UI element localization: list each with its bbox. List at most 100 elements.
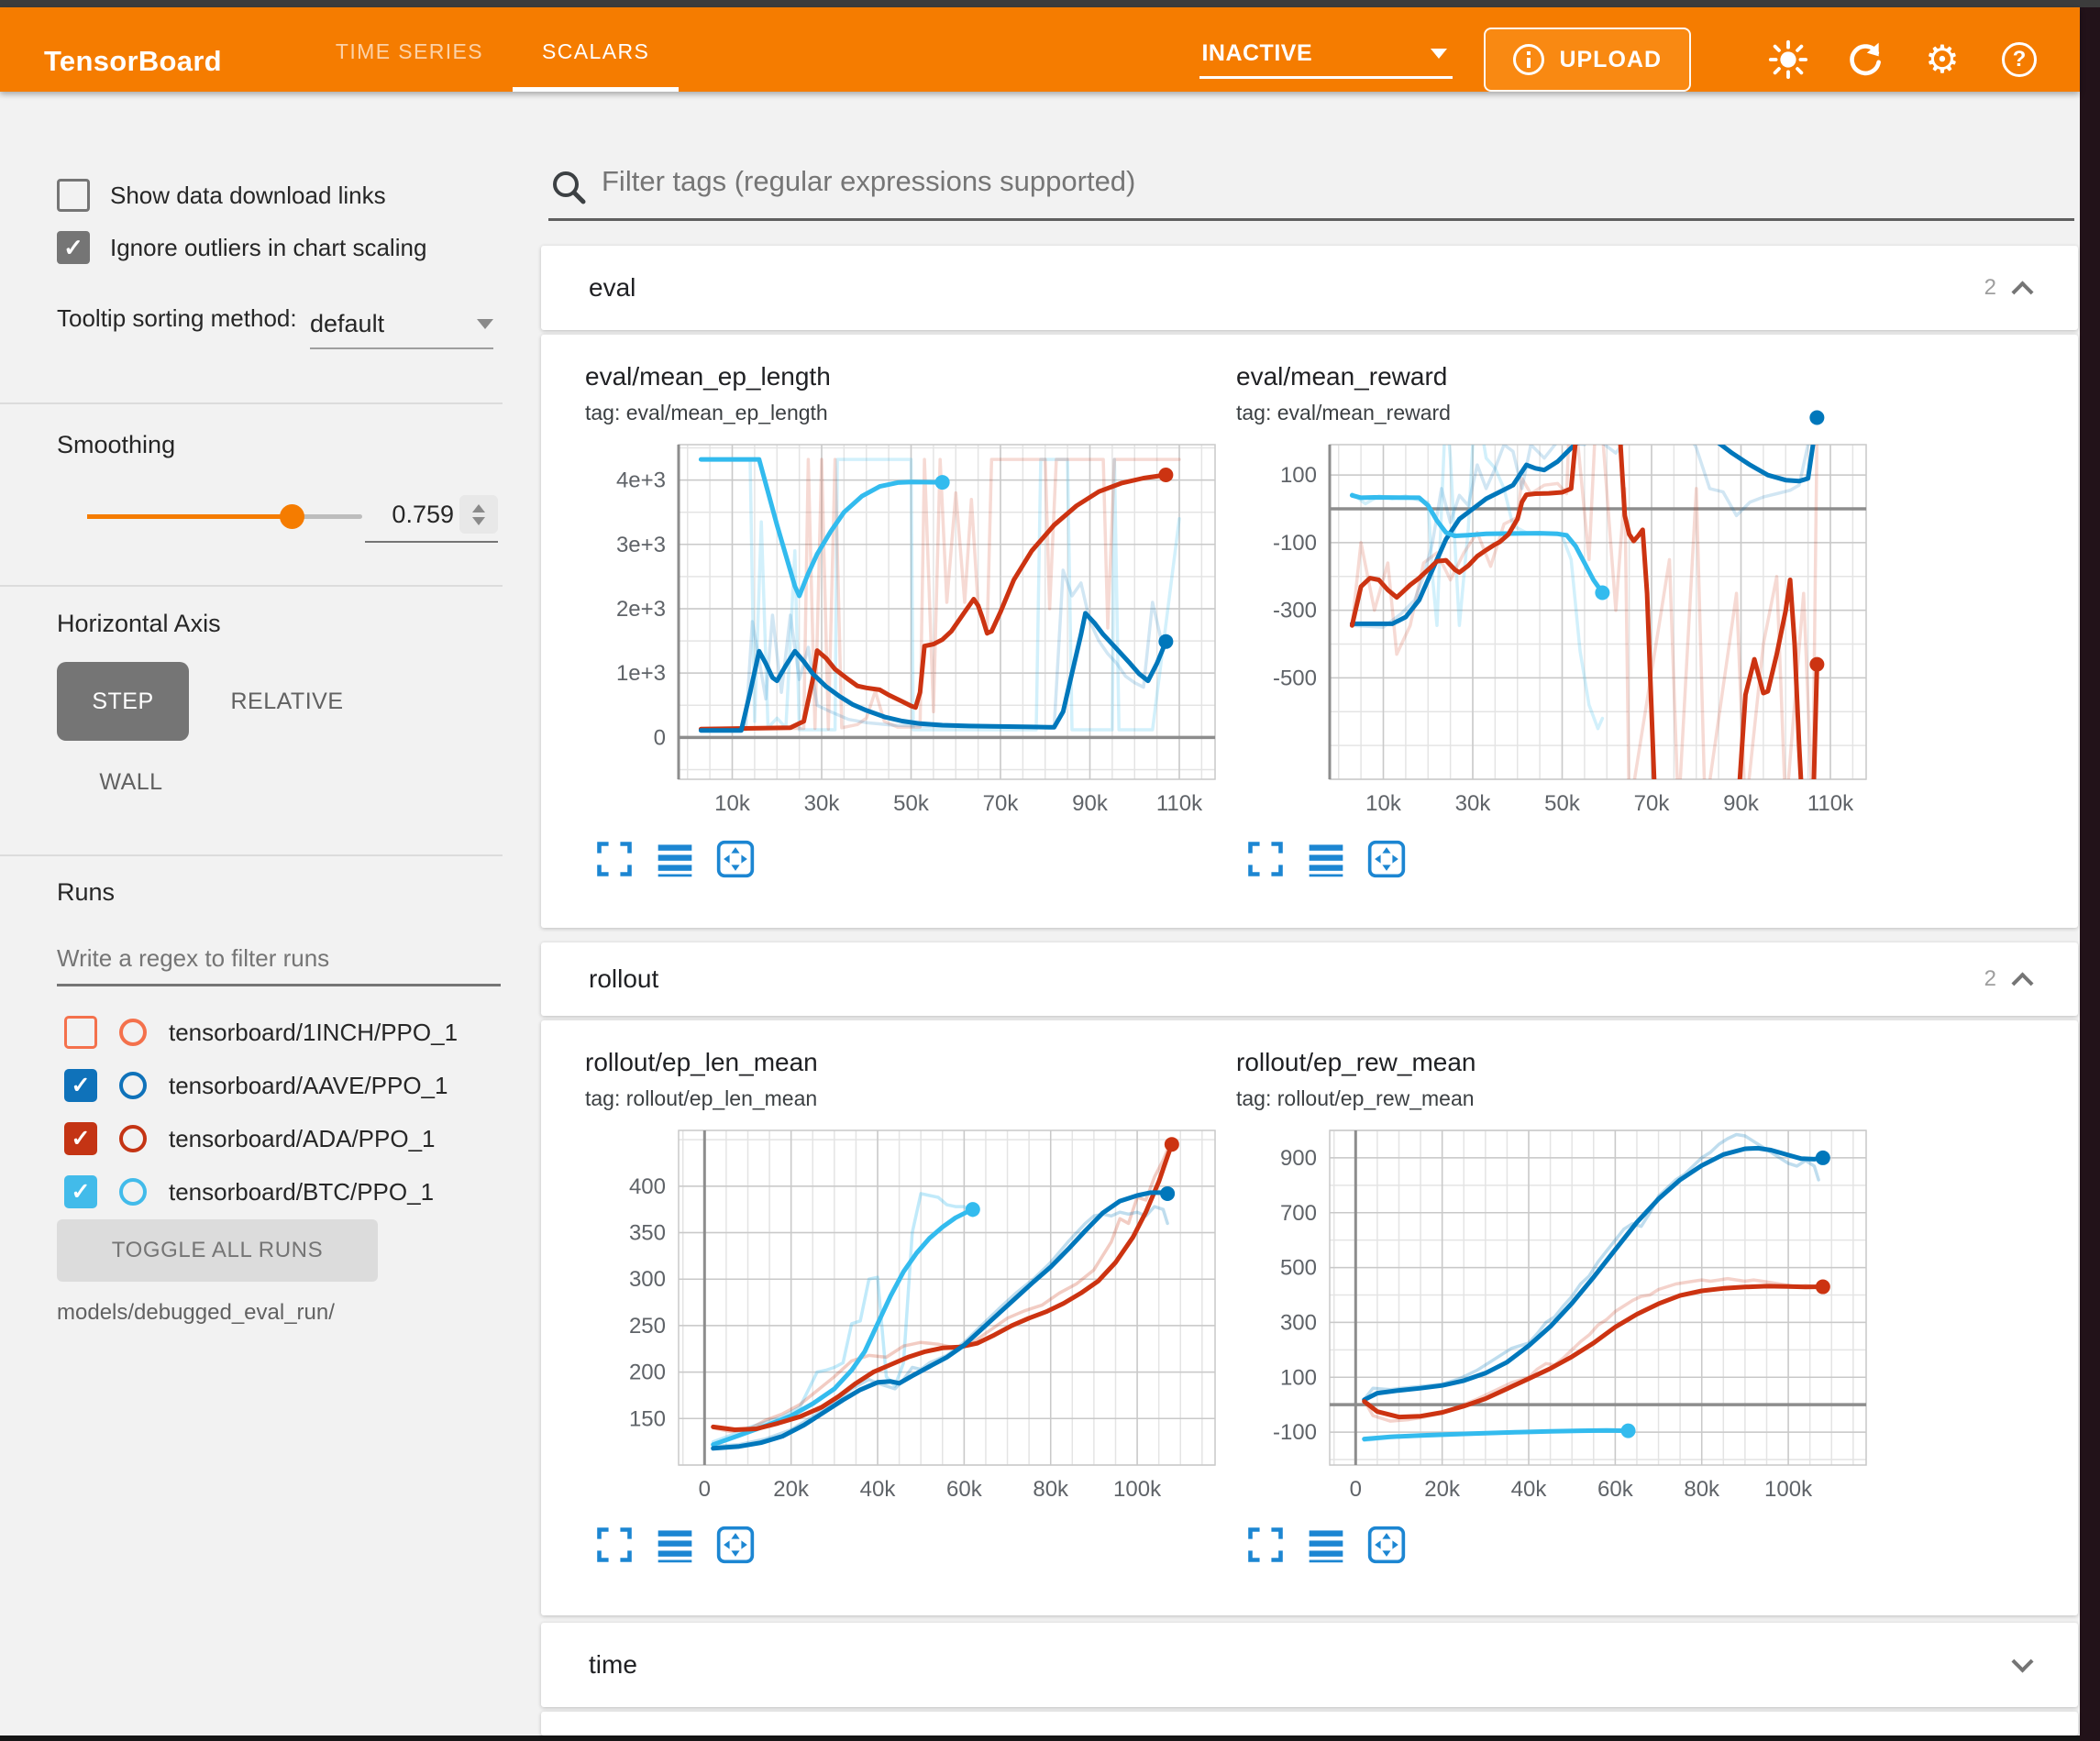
chart-toolbar	[594, 1525, 756, 1565]
ignore-outliers-label: Ignore outliers in chart scaling	[110, 233, 427, 261]
run-checkbox[interactable]: ✓	[64, 1175, 97, 1208]
svg-text:70k: 70k	[1634, 791, 1671, 816]
show-download-links-label: Show data download links	[110, 181, 386, 209]
run-radio[interactable]	[119, 1019, 147, 1046]
svg-text:20k: 20k	[773, 1477, 810, 1502]
refresh-icon[interactable]	[1843, 38, 1887, 82]
axis-relative-button[interactable]: RELATIVE	[230, 688, 344, 714]
run-row-btc[interactable]: ✓ tensorboard/BTC/PPO_1	[64, 1175, 434, 1208]
data-table-icon[interactable]	[1306, 1525, 1346, 1565]
divider	[0, 585, 503, 587]
help-icon[interactable]: ?	[1997, 38, 2041, 82]
svg-text:90k: 90k	[1723, 791, 1760, 816]
smoothing-slider-row: 0.759	[87, 495, 500, 543]
run-radio[interactable]	[119, 1125, 147, 1152]
svg-text:-100: -100	[1273, 531, 1317, 556]
svg-text:60k: 60k	[1597, 1477, 1634, 1502]
fit-domain-icon[interactable]	[715, 1525, 756, 1565]
chart-rollout-ep-rew-mean: rollout/ep_rew_mean tag: rollout/ep_rew_…	[1229, 1020, 1880, 1615]
section-title: eval	[589, 273, 636, 302]
window-scrollbar-strip[interactable]	[2080, 7, 2100, 1741]
section-title: time	[589, 1650, 637, 1679]
settings-gear-icon[interactable]: ⚙	[1925, 38, 1960, 81]
run-checkbox[interactable]: ✓	[64, 1122, 97, 1155]
smoothing-underline	[365, 541, 498, 543]
expand-chart-icon[interactable]	[1245, 839, 1286, 879]
brightness-icon[interactable]	[1766, 38, 1810, 82]
chevron-up-icon[interactable]	[2011, 971, 2034, 995]
tooltip-sorting-dropdown[interactable]: default	[310, 310, 493, 349]
data-table-icon[interactable]	[655, 1525, 695, 1565]
chevron-down-icon[interactable]	[2011, 1649, 2034, 1673]
expand-chart-icon[interactable]	[594, 1525, 635, 1565]
section-header-rollout[interactable]: rollout 2	[541, 942, 2078, 1016]
ignore-outliers-row[interactable]: ✓ Ignore outliers in chart scaling	[57, 231, 426, 264]
axis-wall-button[interactable]: WALL	[99, 768, 163, 795]
section-header-eval[interactable]: eval 2	[541, 246, 2078, 330]
stepper-up-icon[interactable]	[472, 503, 485, 512]
svg-text:110k: 110k	[1807, 791, 1854, 816]
chart-plot[interactable]: 10k 30k 50k 70k 90k 110k 0 1e+3 2e+3 3e+3 4e+3	[578, 435, 1222, 822]
fit-domain-icon[interactable]	[715, 839, 756, 879]
run-checkbox[interactable]: ✓	[64, 1069, 97, 1102]
section-count-badge: 2	[1984, 275, 1996, 300]
upload-button[interactable]: UPLOAD	[1484, 28, 1691, 92]
tab-time-series[interactable]: TIME SERIES	[335, 39, 484, 63]
run-row-aave[interactable]: ✓ tensorboard/AAVE/PPO_1	[64, 1069, 448, 1102]
divider	[0, 402, 503, 404]
ignore-outliers-checkbox[interactable]: ✓	[57, 231, 90, 264]
section-charts-rollout: rollout/ep_len_mean tag: rollout/ep_len_…	[541, 1020, 2078, 1615]
tab-scalars[interactable]: SCALARS	[513, 7, 680, 92]
run-checkbox[interactable]	[64, 1016, 97, 1049]
svg-text:700: 700	[1280, 1201, 1317, 1226]
axis-step-button[interactable]: STEP	[57, 662, 189, 741]
expand-chart-icon[interactable]	[594, 839, 635, 879]
chevron-down-icon	[477, 319, 493, 329]
chart-eval-mean-reward: eval/mean_reward tag: eval/mean_reward 1…	[1229, 335, 1880, 928]
data-table-icon[interactable]	[1306, 839, 1346, 879]
section-header-time[interactable]: time	[541, 1623, 2078, 1707]
data-table-icon[interactable]	[655, 839, 695, 879]
tab-bar: TIME SERIES SCALARS	[306, 7, 680, 92]
svg-text:100k: 100k	[1764, 1477, 1813, 1502]
expand-chart-icon[interactable]	[1245, 1525, 1286, 1565]
status-underline	[1199, 76, 1453, 79]
svg-text:70k: 70k	[983, 791, 1020, 816]
svg-text:200: 200	[629, 1361, 666, 1385]
divider	[0, 854, 503, 856]
fit-domain-icon[interactable]	[1366, 1525, 1407, 1565]
chart-plot[interactable]: 0 20k 40k 60k 80k 100k -100 100 300 500 700 900	[1229, 1121, 1873, 1508]
run-row-ada[interactable]: ✓ tensorboard/ADA/PPO_1	[64, 1122, 436, 1155]
svg-text:0: 0	[699, 1477, 711, 1502]
smoothing-slider[interactable]	[87, 514, 362, 519]
run-label: tensorboard/ADA/PPO_1	[169, 1124, 436, 1152]
chart-toolbar	[1245, 839, 1407, 879]
chart-toolbar	[594, 839, 756, 879]
svg-text:300: 300	[1280, 1310, 1317, 1335]
toggle-all-runs-button[interactable]: TOGGLE ALL RUNS	[57, 1219, 378, 1282]
search-icon	[548, 167, 589, 207]
smoothing-slider-thumb[interactable]	[280, 504, 304, 529]
run-radio[interactable]	[119, 1072, 147, 1099]
status-dropdown[interactable]: INACTIVE	[1199, 40, 1453, 79]
svg-text:40k: 40k	[860, 1477, 897, 1502]
chart-plot[interactable]: 10k 30k 50k 70k 90k 110k 100 -100 -300 -500	[1229, 410, 1873, 822]
smoothing-value[interactable]: 0.759	[392, 500, 454, 528]
show-download-links-checkbox[interactable]	[57, 179, 90, 212]
run-radio[interactable]	[119, 1178, 147, 1206]
chevron-up-icon[interactable]	[2011, 280, 2034, 303]
chart-rollout-ep-len-mean: rollout/ep_len_mean tag: rollout/ep_len_…	[578, 1020, 1229, 1615]
chart-tag: tag: rollout/ep_len_mean	[585, 1086, 818, 1110]
runs-filter-input[interactable]	[57, 944, 501, 986]
main-content: eval 2 eval/mean_ep_length tag: eval/mea…	[527, 92, 2080, 1735]
show-download-links-row[interactable]: Show data download links	[57, 179, 386, 212]
stepper-down-icon[interactable]	[472, 516, 485, 525]
fit-domain-icon[interactable]	[1366, 839, 1407, 879]
svg-text:30k: 30k	[1455, 791, 1492, 816]
run-row-1inch[interactable]: tensorboard/1INCH/PPO_1	[64, 1016, 458, 1049]
chart-plot[interactable]: 0 20k 40k 60k 80k 100k 150 200 250 300 350 400	[578, 1121, 1222, 1508]
svg-text:50k: 50k	[1544, 791, 1581, 816]
svg-text:0: 0	[1350, 1477, 1362, 1502]
smoothing-stepper[interactable]	[459, 495, 498, 534]
tag-filter-input[interactable]	[602, 165, 2069, 198]
